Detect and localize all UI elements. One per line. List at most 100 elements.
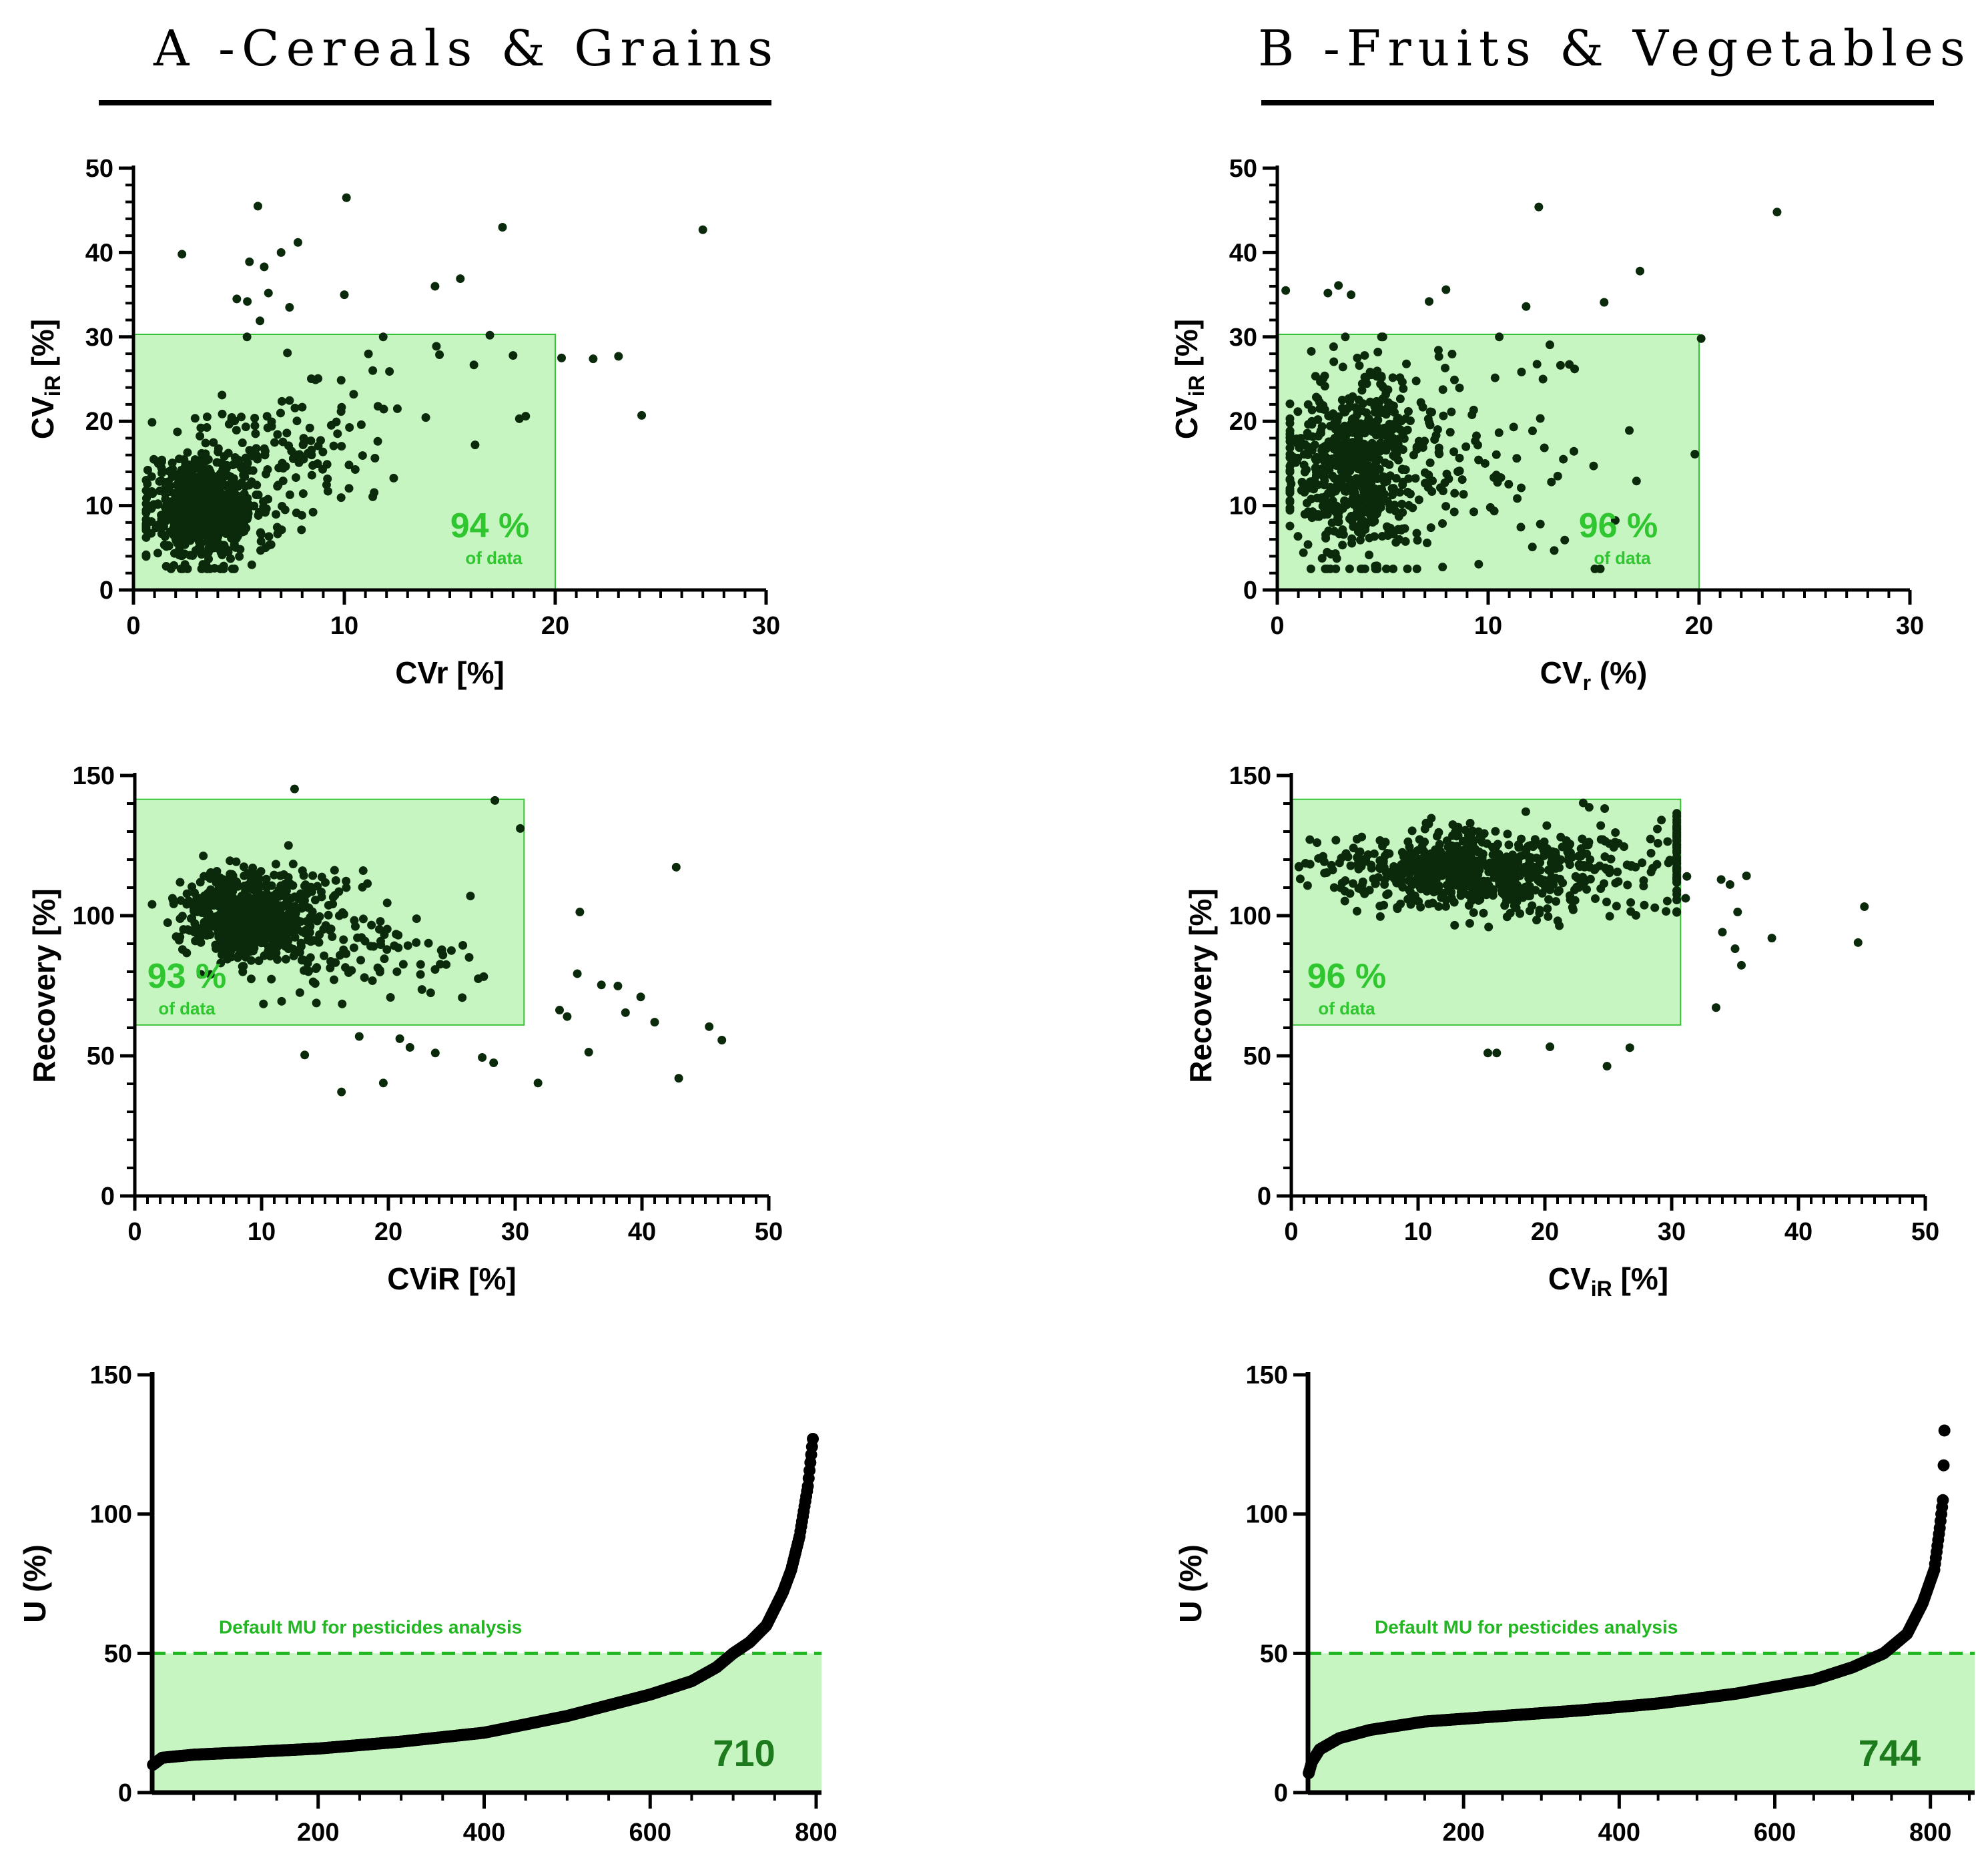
data-point	[232, 916, 242, 925]
data-point	[1552, 897, 1561, 906]
data-point	[212, 892, 221, 901]
data-point	[1377, 332, 1386, 342]
data-point	[285, 396, 294, 405]
data-point	[328, 932, 337, 942]
data-point	[1493, 840, 1502, 849]
data-point-outlier	[1767, 934, 1776, 943]
percent-in-region: 94 %	[450, 507, 530, 545]
data-point	[204, 903, 213, 912]
data-point	[1571, 872, 1580, 881]
data-point	[157, 529, 166, 539]
data-point	[163, 918, 172, 928]
data-point	[300, 928, 310, 938]
data-point	[1517, 483, 1526, 493]
data-point-outlier	[533, 1078, 543, 1088]
data-point	[252, 490, 261, 499]
data-point	[1546, 882, 1556, 892]
data-point	[1407, 865, 1417, 874]
data-point	[304, 966, 314, 976]
data-point	[1313, 415, 1323, 424]
x-tick-label: 20	[1685, 612, 1713, 640]
data-point	[344, 484, 354, 493]
data-point-outlier	[705, 1022, 714, 1031]
data-point	[1600, 852, 1610, 862]
data-point	[1467, 410, 1477, 420]
data-point	[226, 856, 235, 866]
data-point	[270, 438, 279, 447]
data-point	[1455, 383, 1464, 392]
data-point	[333, 429, 342, 438]
data-point	[239, 962, 248, 971]
data-point	[173, 427, 182, 436]
data-point	[206, 970, 215, 979]
data-point	[458, 941, 468, 950]
data-point	[1305, 860, 1315, 869]
data-point	[1600, 804, 1610, 814]
data-point-outlier	[1425, 297, 1434, 306]
data-point	[291, 908, 300, 918]
data-point	[1369, 442, 1378, 451]
data-point	[1469, 507, 1479, 517]
data-point-outlier	[253, 202, 262, 211]
data-point	[1535, 908, 1544, 918]
data-point	[1353, 448, 1363, 458]
data-point	[1460, 862, 1469, 872]
data-point	[345, 966, 354, 976]
data-point-outlier	[1733, 908, 1742, 917]
data-point-outlier	[485, 330, 494, 340]
data-point-outlier	[430, 282, 440, 291]
data-point-outlier	[650, 1018, 659, 1027]
data-point	[336, 493, 346, 503]
data-point	[1317, 554, 1327, 563]
data-point	[1373, 348, 1383, 357]
data-point	[260, 446, 270, 456]
data-point-outlier	[1546, 1042, 1555, 1052]
data-point	[375, 966, 384, 975]
data-point	[1418, 402, 1427, 412]
data-point	[1448, 871, 1457, 880]
data-point	[261, 543, 270, 553]
data-point	[1341, 407, 1350, 416]
data-point	[385, 367, 394, 376]
data-point	[297, 525, 306, 535]
data-point	[1542, 821, 1552, 830]
data-point	[281, 954, 290, 964]
data-point	[216, 958, 226, 968]
data-point	[192, 491, 201, 501]
data-point	[1536, 878, 1545, 887]
data-point	[1431, 845, 1440, 854]
data-point	[392, 967, 402, 976]
data-point	[1672, 908, 1682, 917]
data-point	[1662, 896, 1672, 906]
data-point	[276, 871, 285, 880]
data-point	[310, 979, 320, 988]
data-point	[1407, 826, 1417, 836]
data-point	[163, 477, 173, 487]
y-tick-label: 50	[85, 155, 113, 183]
data-point	[1494, 428, 1504, 437]
data-point	[1575, 862, 1584, 872]
data-point	[1397, 464, 1407, 474]
data-point	[426, 988, 435, 998]
data-point	[1513, 494, 1522, 503]
data-point	[272, 510, 281, 519]
data-point	[1371, 879, 1380, 888]
data-point	[1345, 460, 1354, 470]
data-point	[1395, 535, 1404, 544]
data-point	[349, 943, 358, 952]
data-point	[1412, 564, 1421, 573]
data-point	[1313, 838, 1322, 848]
data-point	[1399, 384, 1408, 393]
data-point	[1387, 406, 1396, 415]
data-point	[1441, 363, 1450, 372]
data-point	[290, 403, 300, 412]
data-point	[1358, 483, 1367, 493]
data-point	[1453, 467, 1463, 477]
data-point-outlier	[293, 238, 302, 247]
data-point	[329, 975, 338, 984]
data-point	[1413, 877, 1423, 886]
data-point	[197, 908, 206, 918]
data-point-outlier	[1347, 290, 1356, 300]
data-point	[183, 465, 192, 475]
data-point	[222, 906, 232, 916]
